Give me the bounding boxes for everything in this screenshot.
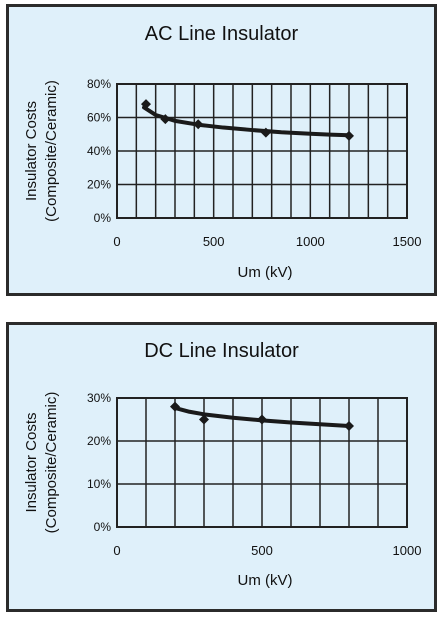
ac-chart-panel: AC Line Insulator 0% 20% 40% 60% 80% 0 500 1000…	[6, 4, 437, 296]
ac-data-point	[260, 127, 271, 138]
ac-y-tick-label: 0%	[94, 211, 112, 225]
dc-y-axis-label: (Composite/Ceramic)	[43, 392, 60, 534]
ac-x-axis-label: Um (kV)	[238, 264, 293, 281]
ac-plot-frame	[116, 83, 408, 219]
dc-chart-panel: DC Line Insulator 0% 10% 20% 30% 0 500 1000 Um …	[6, 322, 437, 612]
ac-x-tick-label: 1500	[393, 234, 422, 249]
ac-data-point	[193, 119, 204, 130]
dc-data-point	[199, 414, 209, 425]
dc-plot-frame	[116, 397, 408, 528]
dc-series-line	[173, 405, 351, 428]
dc-chart-plot: 0% 10% 20% 30% 0 500 1000 Um (kV) Insulator Cost…	[23, 391, 422, 589]
ac-x-tick-label: 500	[203, 234, 225, 249]
dc-x-tick-label: 500	[251, 543, 273, 558]
ac-y-tick-label: 80%	[87, 77, 111, 91]
ac-data-point	[344, 130, 354, 141]
dc-x-axis-label: Um (kV)	[238, 572, 293, 589]
dc-y-axis-label: Insulator Costs	[23, 412, 40, 512]
dc-y-tick-label: 20%	[87, 434, 111, 448]
dc-data-point	[170, 401, 180, 412]
ac-y-axis-label: Insulator Costs	[23, 101, 40, 201]
ac-y-tick-label: 60%	[87, 111, 111, 125]
ac-y-axis-label: (Composite/Ceramic)	[43, 80, 60, 222]
dc-y-tick-label: 30%	[87, 391, 111, 405]
ac-y-tick-label: 20%	[87, 178, 111, 192]
dc-chart-title: DC Line Insulator	[144, 340, 299, 362]
ac-chart-plot: 0% 20% 40% 60% 80% 0 500 1000 1500 Um (kV) Insulat…	[23, 77, 422, 281]
ac-data-point	[141, 99, 151, 110]
dc-y-tick-label: 10%	[87, 477, 111, 491]
dc-data-point	[344, 420, 354, 431]
ac-x-tick-label: 0	[113, 234, 120, 249]
dc-x-tick-label: 0	[113, 543, 120, 558]
dc-data-point	[257, 414, 267, 425]
dc-y-tick-label: 0%	[94, 520, 112, 534]
ac-y-tick-label: 40%	[87, 144, 111, 158]
ac-data-point	[160, 114, 171, 125]
ac-chart-title: AC Line Insulator	[144, 23, 299, 45]
dc-x-tick-label: 1000	[393, 543, 422, 558]
ac-x-tick-label: 1000	[296, 234, 325, 249]
